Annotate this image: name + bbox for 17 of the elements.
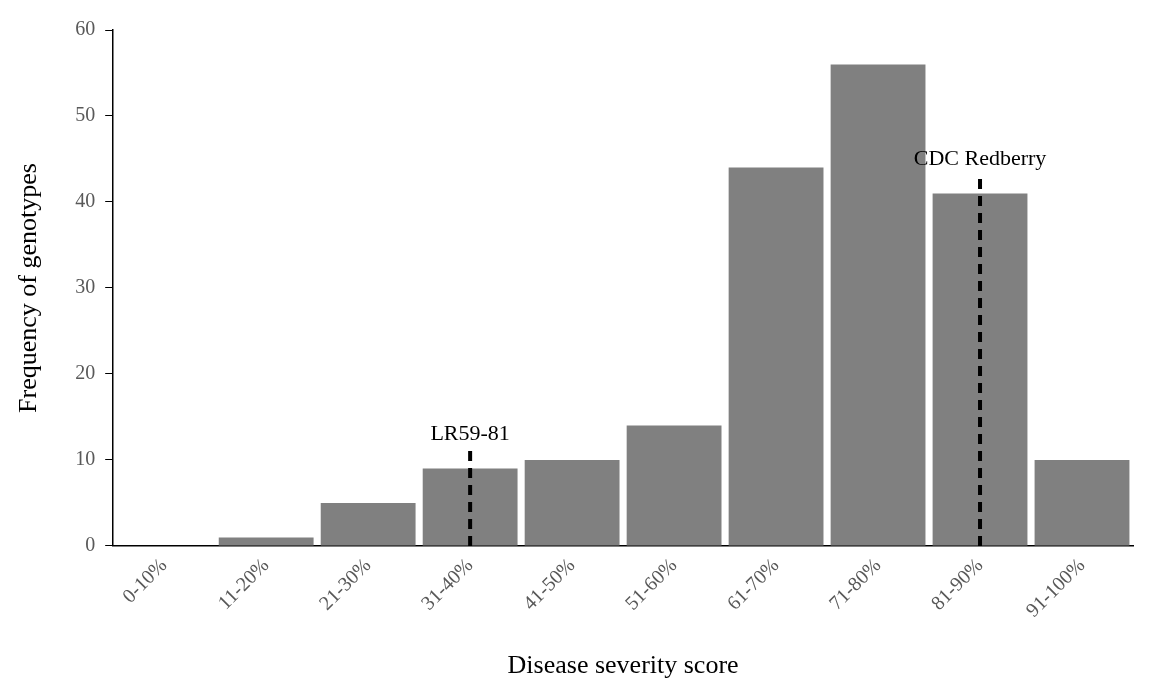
ref-line-label: LR59-81 [430, 420, 510, 446]
y-tick-label: 40 [75, 189, 96, 212]
y-tick-label: 20 [75, 361, 96, 384]
y-tick-label: 10 [75, 447, 96, 470]
y-tick-label: 50 [75, 103, 96, 126]
bar [320, 502, 416, 546]
x-axis-title: Disease severity score [507, 650, 739, 680]
y-tick-label: 0 [85, 533, 96, 556]
bar [626, 425, 722, 546]
bar [1034, 459, 1130, 546]
bar [218, 537, 314, 546]
bar [524, 459, 620, 546]
bar [728, 167, 824, 546]
y-tick-label: 60 [75, 17, 96, 40]
ref-line-label: CDC Redberry [913, 145, 1047, 171]
y-axis-title: Frequency of genotypes [13, 163, 43, 413]
y-tick-label: 30 [75, 275, 96, 298]
